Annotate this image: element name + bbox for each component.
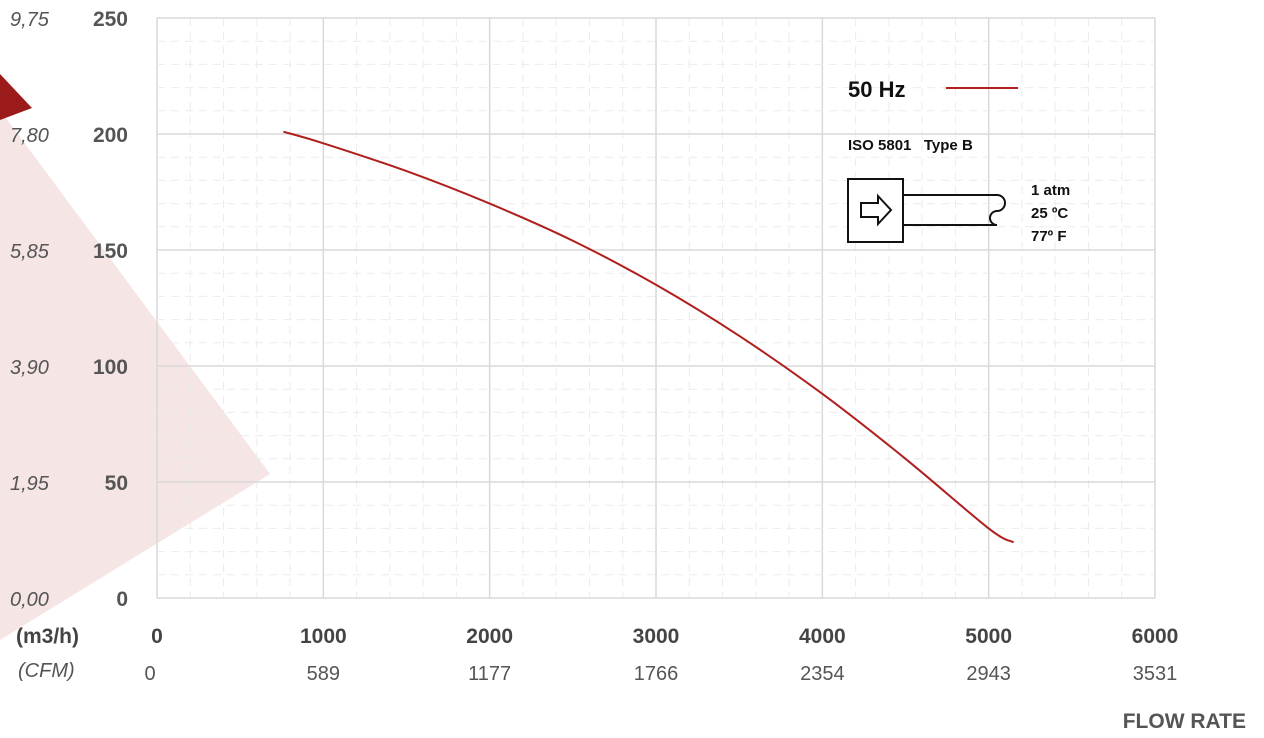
x-axis-title: FLOW RATE	[1123, 710, 1246, 733]
x-axis-ticks: 0 0 1000 589 2000 1177 3000 1766 4000 2354 5000 294…	[144, 625, 1178, 685]
y-tick-label: 0	[116, 588, 128, 611]
grid	[156, 17, 1156, 599]
x-tick-label: 2000	[466, 625, 513, 648]
condition-temperature-f: 77º F	[1031, 228, 1067, 245]
arrow-right-icon	[860, 193, 893, 227]
y-tick-label-secondary: 0,00	[10, 589, 49, 611]
y-tick-label-secondary: 1,95	[10, 473, 50, 495]
series-line-50hz	[283, 130, 1015, 544]
y-tick-label-secondary: 7,80	[10, 125, 49, 147]
y-tick-label: 50	[105, 472, 128, 495]
y-tick-label-secondary: 3,90	[10, 357, 49, 379]
y-tick-label-secondary: 5,85	[10, 241, 50, 263]
x-tick-label: 6000	[1132, 625, 1179, 648]
x-tick-label: 3000	[633, 625, 680, 648]
background-wedge-decoration	[0, 110, 270, 640]
y-tick-label: 200	[93, 124, 128, 147]
condition-pressure: 1 atm	[1031, 182, 1070, 199]
x-tick-label-secondary: 3531	[1133, 663, 1178, 685]
x-tick-label-secondary: 0	[144, 663, 155, 685]
x-tick-label: 1000	[300, 625, 347, 648]
y-tick-label: 100	[93, 356, 128, 379]
x-unit-primary-label: (m3/h)	[16, 625, 79, 648]
x-tick-label-secondary: 589	[307, 663, 340, 685]
y-tick-label-secondary: 9,75	[10, 9, 50, 31]
x-tick-label-secondary: 2943	[966, 663, 1011, 685]
legend-standard-label: ISO 5801 Type B	[848, 137, 973, 154]
y-tick-label: 150	[93, 240, 128, 263]
legend: 50 Hz ISO 5801 Type B 1 atm 25 ºC 77º F	[847, 77, 1070, 245]
legend-series-name: 50 Hz	[848, 77, 905, 102]
x-tick-label: 5000	[965, 625, 1012, 648]
y-tick-label: 250	[93, 8, 128, 31]
series-layer	[283, 130, 1015, 544]
x-tick-label: 4000	[799, 625, 846, 648]
x-tick-label: 0	[151, 625, 163, 648]
x-tick-label-secondary: 1177	[468, 663, 511, 685]
installation-type-diagram	[847, 178, 1006, 243]
x-unit-secondary-label: (CFM)	[18, 660, 75, 682]
fan-box	[847, 178, 904, 243]
x-tick-label-secondary: 1766	[634, 663, 679, 685]
y-axis-ticks: 0 0,00 50 1,95 100 3,90 150 5,85 200 7,80 250 9,75	[10, 8, 128, 611]
condition-temperature-c: 25 ºC	[1031, 205, 1068, 222]
duct-outlet-icon	[903, 194, 1006, 226]
x-tick-label-secondary: 2354	[800, 663, 845, 685]
background-wedge-dark-corner	[0, 74, 32, 120]
